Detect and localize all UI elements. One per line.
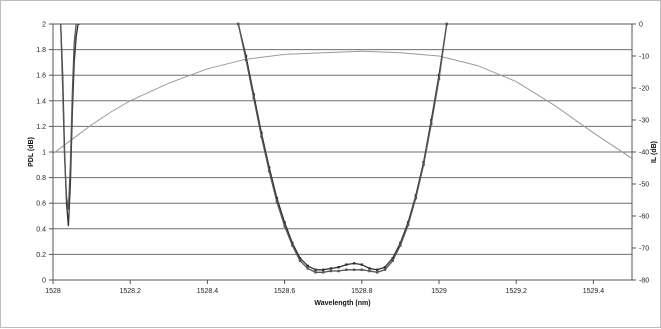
series-2-point-24 xyxy=(422,163,425,166)
series-2-point-22 xyxy=(406,223,410,227)
y-right-tick-label-7: -70 xyxy=(639,246,649,253)
y-left-tick-label-5: 1 xyxy=(42,150,46,157)
y-axis-right-label: IL (dB) xyxy=(651,141,658,163)
series-2-point-6 xyxy=(283,225,286,228)
series-2-point-25 xyxy=(430,122,433,126)
gridlines xyxy=(53,23,632,255)
series-2-point-21 xyxy=(399,244,402,247)
series-1-point-2 xyxy=(252,93,255,96)
series-1-point-17 xyxy=(368,267,371,270)
x-axis-label: Wavelength (nm) xyxy=(314,300,370,307)
tick-labels: 1528 1528.2 1528.4 1528.6 1528.8 1529 1529.2 15… xyxy=(36,22,649,296)
x-tick-label-6: 1529.2 xyxy=(505,288,527,295)
series-line-2 xyxy=(237,24,448,273)
series-1-point-4 xyxy=(267,166,271,169)
series-2-point-7 xyxy=(291,244,294,247)
x-tick-label-0: 1528 xyxy=(45,288,61,295)
series-2-point-14 xyxy=(345,268,348,271)
y-right-tick-label-0: 0 xyxy=(639,22,643,29)
series-1-point-13 xyxy=(337,266,340,269)
y-left-tick-label-0: 0 xyxy=(42,278,46,285)
y-left-tick-label-8: 1.6 xyxy=(36,73,46,80)
series-1-point-16 xyxy=(360,263,363,266)
series-1-point-25 xyxy=(430,118,433,122)
series-2-point-10 xyxy=(314,271,317,274)
series-1-point-19 xyxy=(383,266,387,269)
y-right-tick-label-4: -40 xyxy=(639,150,649,157)
series-2-point-13 xyxy=(337,269,340,273)
series-2-point-11 xyxy=(322,271,325,274)
series-1-point-11 xyxy=(322,268,325,271)
y-left-tick-label-10: 2 xyxy=(42,22,46,29)
series-2-point-19 xyxy=(383,268,387,271)
series-1-point-22 xyxy=(406,221,410,224)
series-1-point-3 xyxy=(260,131,263,134)
x-tick-label-2: 1528.4 xyxy=(197,288,219,295)
series-1-point-10 xyxy=(314,268,317,271)
y-right-tick-label-8: -80 xyxy=(639,278,649,285)
series-2-point-26 xyxy=(437,77,441,81)
series-1-point-15 xyxy=(352,262,356,265)
y-left-tick-label-1: 0.2 xyxy=(36,252,46,259)
y-right-tick-label-2: -20 xyxy=(639,86,649,93)
series-2-point-4 xyxy=(267,170,271,173)
y-left-tick-label-9: 1.8 xyxy=(36,47,46,54)
series-2-point-0 xyxy=(237,22,240,26)
series-1-point-6 xyxy=(283,221,286,224)
y-left-tick-label-4: 0.8 xyxy=(36,175,46,182)
series-1-point-7 xyxy=(291,241,294,245)
y-right-tick-label-6: -60 xyxy=(639,214,649,221)
series-1-point-18 xyxy=(376,268,379,271)
y-right-tick-label-1: -10 xyxy=(639,54,649,61)
series-2-point-2 xyxy=(252,97,255,100)
series-1-point-12 xyxy=(329,267,333,270)
x-tick-label-4: 1528.8 xyxy=(351,288,373,295)
series-1-point-1 xyxy=(244,54,248,58)
series-2-point-17 xyxy=(368,269,371,273)
series-line-0 xyxy=(53,50,632,159)
series-2-point-8 xyxy=(298,259,302,262)
y-left-tick-label-3: 0.6 xyxy=(36,201,46,208)
series-line-1 xyxy=(237,24,448,271)
series-line-4 xyxy=(60,24,77,210)
y-left-tick-label-7: 1.4 xyxy=(36,98,46,105)
series-2-point-27 xyxy=(445,22,448,26)
y-left-tick-label-6: 1.2 xyxy=(36,124,46,131)
series-1-point-21 xyxy=(399,241,402,245)
series-2-point-9 xyxy=(306,267,309,270)
series-group xyxy=(53,22,632,274)
x-tick-label-1: 1528.2 xyxy=(119,288,141,295)
series-2-point-20 xyxy=(391,259,394,262)
series-2-point-1 xyxy=(244,58,248,62)
series-2-point-16 xyxy=(360,268,363,271)
series-1-point-8 xyxy=(298,257,302,260)
series-1-point-14 xyxy=(345,263,348,266)
y-right-tick-label-3: -30 xyxy=(639,118,649,125)
y-axis-left-label: PDL (dB) xyxy=(28,137,35,167)
series-2-point-15 xyxy=(352,268,356,271)
series-1-point-5 xyxy=(275,196,279,200)
x-tick-label-5: 1529 xyxy=(431,288,447,295)
series-2-point-5 xyxy=(275,200,279,204)
x-tick-label-7: 1529.4 xyxy=(583,288,605,295)
series-2-point-3 xyxy=(260,135,263,138)
series-2-point-12 xyxy=(329,269,333,273)
series-1-point-9 xyxy=(306,264,309,268)
series-1-point-20 xyxy=(391,257,394,260)
x-tick-label-3: 1528.6 xyxy=(274,288,296,295)
y-left-tick-label-2: 0.4 xyxy=(36,226,46,233)
series-2-point-18 xyxy=(376,271,379,274)
series-2-point-23 xyxy=(414,196,418,200)
y-right-tick-label-5: -50 xyxy=(639,182,649,189)
